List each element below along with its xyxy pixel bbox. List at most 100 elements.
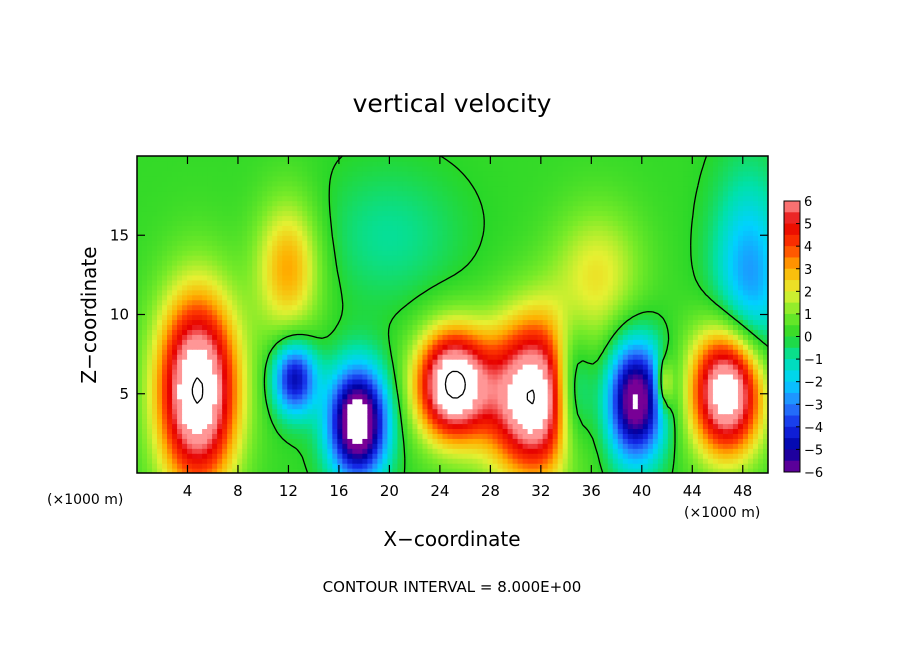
heatmap-cell: [422, 413, 429, 420]
heatmap-cell: [187, 289, 193, 296]
heatmap-cell: [547, 458, 554, 464]
heatmap-cell: [167, 413, 173, 420]
heatmap-cell: [372, 393, 378, 400]
heatmap-cell: [362, 388, 368, 395]
heatmap-cell: [327, 443, 333, 449]
heatmap-cell: [212, 393, 218, 400]
heatmap-cell: [212, 443, 218, 449]
heatmap-cell: [507, 428, 514, 434]
heatmap-cell: [742, 388, 749, 395]
heatmap-cell: [217, 383, 223, 390]
heatmap-cell: [337, 339, 343, 345]
heatmap-cell: [187, 314, 193, 321]
heatmap-cell: [757, 349, 764, 355]
heatmap-cell: [747, 413, 754, 420]
heatmap-cell: [402, 289, 409, 296]
heatmap-cell: [627, 468, 634, 473]
heatmap-cell: [717, 294, 724, 301]
heatmap-cell: [232, 433, 238, 439]
heatmap-cell: [682, 393, 689, 400]
heatmap-cell: [387, 378, 394, 385]
heatmap-cell: [667, 359, 674, 365]
heatmap-cell: [417, 403, 424, 410]
heatmap-cell: [447, 458, 454, 464]
heatmap-cell: [737, 324, 744, 330]
heatmap-cell: [282, 428, 288, 434]
heatmap-cell: [602, 373, 609, 380]
heatmap-cell: [367, 373, 373, 380]
heatmap-cell: [412, 279, 419, 286]
heatmap-cell: [317, 408, 323, 415]
heatmap-cell: [282, 443, 288, 449]
heatmap-cell: [667, 393, 674, 400]
heatmap-cell: [752, 289, 759, 296]
heatmap-cell: [327, 309, 333, 316]
heatmap-cell: [217, 364, 223, 370]
heatmap-cell: [482, 354, 489, 360]
heatmap-cell: [207, 294, 213, 301]
heatmap-cell: [367, 279, 373, 286]
heatmap-cell: [522, 448, 529, 454]
heatmap-cell: [762, 383, 768, 390]
heatmap-cell: [367, 364, 373, 370]
heatmap-cell: [597, 373, 604, 380]
heatmap-cell: [207, 468, 213, 473]
heatmap-cell: [527, 433, 534, 439]
heatmap-cell: [207, 428, 213, 434]
heatmap-cell: [577, 329, 584, 335]
heatmap-cell: [762, 349, 768, 355]
heatmap-cell: [607, 448, 614, 454]
heatmap-cell: [462, 373, 469, 380]
heatmap-cell: [562, 373, 569, 380]
heatmap-cell: [272, 344, 278, 350]
heatmap-cell: [712, 378, 719, 385]
heatmap-cell: [272, 453, 278, 459]
heatmap-cell: [682, 279, 689, 286]
heatmap-cell: [357, 418, 363, 425]
heatmap-cell: [297, 373, 303, 380]
heatmap-cell: [537, 339, 544, 345]
heatmap-cell: [467, 453, 474, 459]
heatmap-cell: [137, 388, 143, 395]
heatmap-cell: [317, 354, 323, 360]
heatmap-cell: [762, 279, 768, 286]
heatmap-cell: [402, 403, 409, 410]
heatmap-cell: [487, 413, 494, 420]
heatmap-cell: [547, 403, 554, 410]
heatmap-cell: [752, 299, 759, 306]
heatmap-cell: [522, 463, 529, 469]
heatmap-cell: [452, 388, 459, 395]
heatmap-cell: [432, 458, 439, 464]
heatmap-cell: [307, 453, 313, 459]
heatmap-cell: [167, 334, 173, 340]
heatmap-cell: [482, 364, 489, 370]
heatmap-cell: [642, 468, 649, 473]
heatmap-cell: [597, 314, 604, 321]
heatmap-cell: [757, 309, 764, 316]
heatmap-cell: [722, 453, 729, 459]
heatmap-cell: [462, 319, 469, 325]
heatmap-cell: [607, 354, 614, 360]
heatmap-cell: [517, 289, 524, 296]
heatmap-cell: [702, 403, 709, 410]
heatmap-cell: [672, 398, 679, 405]
heatmap-cell: [552, 443, 559, 449]
heatmap-cell: [397, 398, 404, 405]
heatmap-cell: [397, 468, 404, 473]
heatmap-cell: [717, 463, 724, 469]
heatmap-cell: [497, 458, 504, 464]
heatmap-cell: [632, 378, 639, 385]
heatmap-cell: [597, 319, 604, 325]
heatmap-cell: [172, 274, 178, 281]
heatmap-cell: [452, 324, 459, 330]
heatmap-cell: [687, 304, 694, 311]
heatmap-cell: [417, 304, 424, 311]
heatmap-cell: [687, 413, 694, 420]
heatmap-cell: [182, 354, 188, 360]
heatmap-cell: [582, 463, 589, 469]
heatmap-cell: [572, 284, 579, 291]
heatmap-cell: [557, 289, 564, 296]
heatmap-cell: [142, 438, 148, 444]
heatmap-cell: [147, 398, 153, 405]
heatmap-cell: [712, 418, 719, 425]
